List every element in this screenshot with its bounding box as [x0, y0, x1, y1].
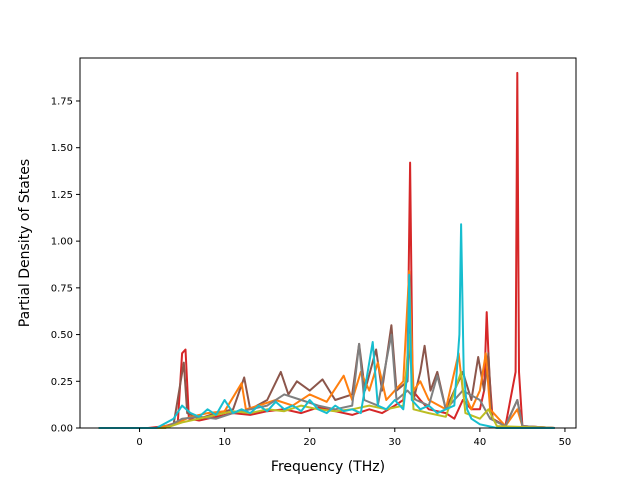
x-tick-label: 50	[559, 437, 572, 448]
y-axis-label: Partial Density of States	[17, 159, 33, 327]
x-tick-label: 10	[218, 437, 231, 448]
x-tick-label: 30	[388, 437, 401, 448]
y-tick-label: 0.00	[51, 424, 73, 435]
x-axis-label: Frequency (THz)	[271, 459, 385, 475]
y-tick-label: 1.00	[51, 237, 73, 248]
y-tick-label: 0.50	[51, 330, 73, 341]
y-tick-label: 1.75	[51, 96, 73, 107]
y-tick-label: 0.75	[51, 283, 73, 294]
x-tick-label: 40	[473, 437, 486, 448]
y-tick-label: 1.25	[51, 190, 73, 201]
ticks-layer: 0 10 20 30 40 50 0.00 0.25 0.50 0.75 1.00 1.25 1.50 1…	[51, 96, 572, 448]
y-tick-label: 1.50	[51, 143, 73, 154]
series-line-4	[98, 333, 555, 429]
y-tick-label: 0.25	[51, 377, 73, 388]
series-line-6	[98, 223, 555, 429]
x-tick-label: 20	[303, 437, 316, 448]
plot-frame	[79, 57, 577, 429]
x-tick-label: 0	[136, 437, 142, 448]
series-layer	[98, 71, 555, 429]
